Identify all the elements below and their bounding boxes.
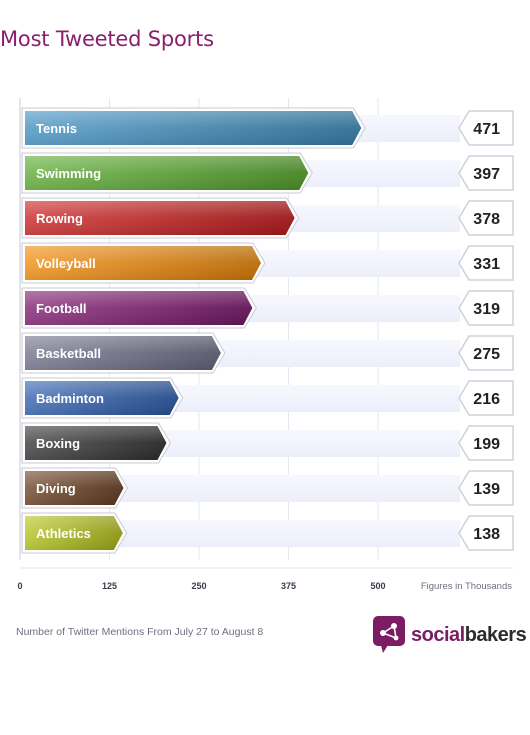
bar-label: Swimming: [36, 166, 101, 181]
data-label: 319: [473, 301, 500, 318]
data-label: 397: [473, 166, 500, 183]
data-label: 331: [473, 256, 500, 273]
brand-name: socialbakers: [411, 624, 527, 646]
chart-title: Most Tweeted Sports: [0, 27, 214, 51]
bar-label: Tennis: [36, 121, 77, 136]
socialbakers-logo: socialbakers: [372, 615, 527, 655]
bar-shine: [25, 336, 221, 370]
bar-label: Badminton: [36, 391, 104, 406]
bar-label: Basketball: [36, 346, 101, 361]
data-label: 139: [473, 481, 500, 498]
brand-name-part1: social: [411, 624, 465, 646]
bar-label: Volleyball: [36, 256, 96, 271]
tick-label: 250: [191, 581, 206, 591]
tick-label: 0: [17, 581, 22, 591]
bar-label: Boxing: [36, 436, 80, 451]
value-tag: [458, 335, 514, 371]
bar-shine: [25, 291, 253, 325]
data-label: 378: [473, 211, 500, 228]
value-tag: [458, 380, 514, 416]
bar-shine: [25, 426, 167, 460]
chat-bubble-icon: [373, 616, 405, 653]
data-label: 471: [473, 121, 500, 138]
value-tag: [458, 515, 514, 551]
bar-shine: [25, 381, 179, 415]
bar-label: Rowing: [36, 211, 83, 226]
data-label: 138: [473, 526, 500, 543]
bar-shine: [25, 111, 362, 145]
bar-chart: Tennis 471 Swimming 397 Rowing 378 Volleyball 3…: [17, 98, 514, 592]
footnote: Number of Twitter Mentions From July 27 …: [16, 626, 264, 638]
tick-label: 375: [281, 581, 296, 591]
bar-label: Athletics: [36, 526, 91, 541]
bar-label: Football: [36, 301, 87, 316]
x-axis-label: Figures in Thousands: [421, 581, 512, 592]
data-label: 216: [473, 391, 500, 408]
data-label: 275: [473, 346, 500, 363]
bar-shine: [25, 201, 295, 235]
value-tag: [458, 110, 514, 146]
bar-shine: [25, 516, 123, 550]
bar-shine: [25, 156, 309, 190]
tick-label: 125: [102, 581, 117, 591]
data-label: 199: [473, 436, 500, 453]
value-tag: [458, 245, 514, 281]
bar-shine: [25, 246, 261, 280]
value-tag: [458, 470, 514, 506]
tick-label: 500: [370, 581, 385, 591]
value-tag: [458, 290, 514, 326]
bar-shine: [25, 471, 124, 505]
value-tag: [458, 155, 514, 191]
value-tag: [458, 425, 514, 461]
x-axis: 0 125 250 375 500 Figures in Thousands: [17, 567, 513, 592]
value-tag: [458, 200, 514, 236]
bars-layer: Tennis 471 Swimming 397 Rowing 378 Volleyball 3…: [21, 107, 514, 554]
brand-name-part2: bakers: [464, 624, 527, 646]
bar-label: Diving: [36, 481, 76, 496]
